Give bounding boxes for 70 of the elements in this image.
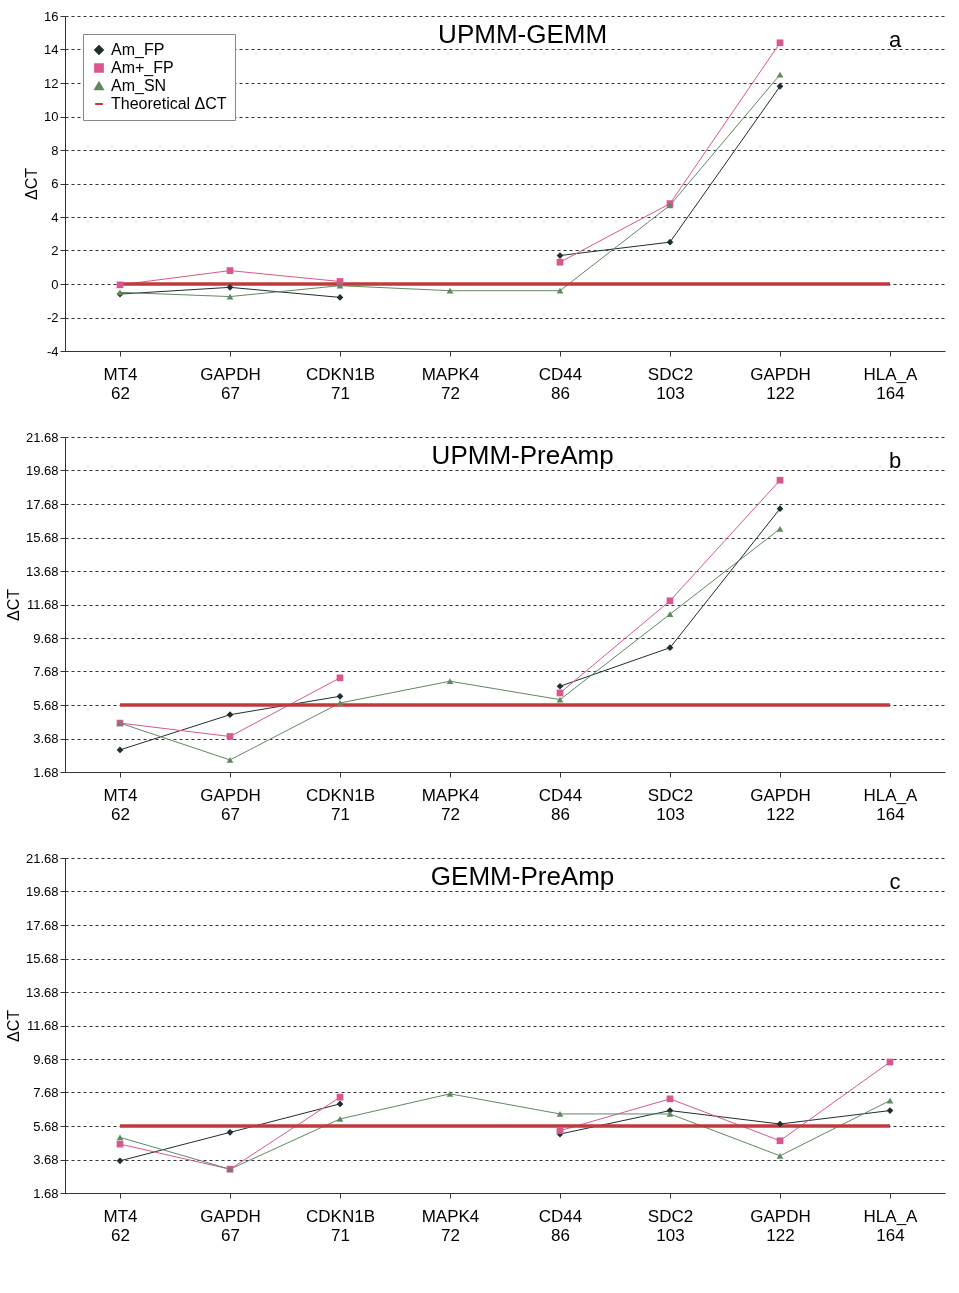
y-tick-label: 5.68 bbox=[33, 697, 59, 713]
legend-label: Am+_FP bbox=[111, 59, 174, 77]
x-tick-label: GAPDH 122 bbox=[750, 364, 811, 403]
x-tick-label: MAPK4 72 bbox=[421, 364, 480, 403]
annotation: a bbox=[888, 27, 902, 52]
y-tick-label: 14 bbox=[44, 42, 59, 57]
x-tick-label: SDC2 103 bbox=[647, 785, 694, 824]
annotation: c bbox=[889, 869, 901, 894]
y-tick-label: 13.68 bbox=[25, 984, 59, 1000]
y-axis-title: ΔCT bbox=[4, 1009, 22, 1043]
x-tick-label: SDC2 103 bbox=[647, 1206, 694, 1245]
chart-title: UPMM-PreAmp bbox=[431, 440, 614, 470]
y-tick-label: 9.68 bbox=[33, 630, 59, 646]
y-tick-label: 16 bbox=[44, 8, 59, 24]
x-tick-label: CD44 86 bbox=[538, 1206, 583, 1245]
x-tick-label: GAPDH 67 bbox=[200, 785, 261, 824]
x-tick-label: CD44 86 bbox=[538, 364, 583, 403]
y-tick-label: 19.68 bbox=[25, 884, 59, 899]
y-tick-label: -4 bbox=[46, 343, 59, 359]
y-tick-label: 1.68 bbox=[33, 1185, 59, 1201]
y-tick-label: 3.68 bbox=[33, 1152, 59, 1167]
y-tick-label: 2 bbox=[51, 243, 59, 258]
y-tick-label: 10 bbox=[44, 109, 59, 124]
y-tick-label: 3.68 bbox=[33, 731, 59, 746]
x-tick-label: GAPDH 67 bbox=[200, 1206, 261, 1245]
x-tick-label: GAPDH 67 bbox=[200, 364, 261, 403]
y-axis-title: ΔCT bbox=[4, 588, 22, 622]
y-tick-label: 11.68 bbox=[26, 1018, 59, 1033]
annotation: b bbox=[888, 448, 902, 473]
y-tick-label: 9.68 bbox=[33, 1051, 59, 1067]
x-tick-label: HLA_A 164 bbox=[863, 785, 919, 824]
y-tick-label: 21.68 bbox=[25, 429, 59, 445]
y-tick-label: 0 bbox=[51, 276, 59, 292]
y-tick-label: 13.68 bbox=[25, 563, 59, 579]
chart-title: GEMM-PreAmp bbox=[430, 861, 615, 891]
y-tick-label: 15.68 bbox=[25, 530, 59, 545]
y-tick-label: 1.68 bbox=[33, 764, 59, 780]
x-tick-label: GAPDH 122 bbox=[750, 1206, 811, 1245]
y-tick-label: 4 bbox=[51, 209, 59, 225]
x-tick-label: MT4 62 bbox=[103, 1206, 138, 1245]
x-tick-label: CD44 86 bbox=[538, 785, 583, 824]
y-tick-label: 5.68 bbox=[33, 1118, 59, 1134]
y-tick-label: 7.68 bbox=[33, 664, 59, 679]
y-tick-label: 6 bbox=[51, 176, 59, 191]
x-tick-label: MAPK4 72 bbox=[421, 1206, 480, 1245]
x-tick-label: SDC2 103 bbox=[647, 364, 694, 403]
x-tick-label: HLA_A 164 bbox=[863, 1206, 919, 1245]
legend-label: Am_FP bbox=[111, 41, 165, 59]
y-tick-label: 21.68 bbox=[25, 850, 59, 866]
y-tick-label: 12 bbox=[44, 75, 59, 91]
legend-label: Am_SN bbox=[111, 77, 167, 95]
y-tick-label: 17.68 bbox=[25, 496, 59, 512]
y-tick-label: -2 bbox=[46, 310, 59, 325]
y-tick-label: 17.68 bbox=[25, 917, 59, 933]
x-tick-label: CDKN1B 71 bbox=[306, 364, 375, 403]
x-tick-label: MT4 62 bbox=[103, 364, 138, 403]
x-tick-label: CDKN1B 71 bbox=[306, 785, 375, 824]
y-tick-label: 7.68 bbox=[33, 1085, 59, 1100]
legend-label: Theoretical ΔCT bbox=[111, 95, 227, 112]
x-tick-label: CDKN1B 71 bbox=[306, 1206, 375, 1245]
x-tick-label: MT4 62 bbox=[103, 785, 138, 824]
y-tick-label: 15.68 bbox=[25, 951, 59, 966]
y-tick-label: 19.68 bbox=[25, 463, 59, 478]
chart-title: UPMM-GEMM bbox=[438, 19, 608, 49]
y-tick-label: 11.68 bbox=[26, 597, 59, 612]
x-tick-label: MAPK4 72 bbox=[421, 785, 480, 824]
y-axis-title: ΔCT bbox=[23, 167, 41, 201]
x-tick-label: GAPDH 122 bbox=[750, 785, 811, 824]
y-tick-label: 8 bbox=[51, 142, 59, 158]
x-tick-label: HLA_A 164 bbox=[863, 364, 919, 403]
